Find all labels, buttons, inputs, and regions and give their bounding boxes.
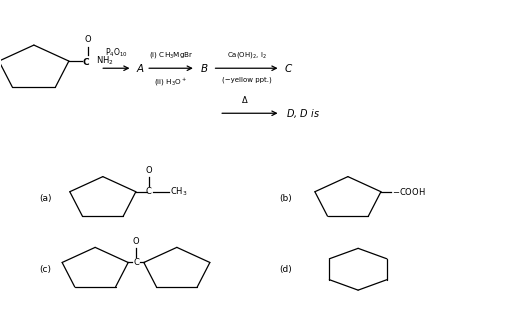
Text: (i) CH$_3$MgBr: (i) CH$_3$MgBr xyxy=(148,50,194,60)
Text: (c): (c) xyxy=(39,265,51,274)
Text: (−yellow ppt.): (−yellow ppt.) xyxy=(222,76,271,83)
Text: $A$: $A$ xyxy=(136,62,145,74)
Text: Ca(OH)$_2$, I$_2$: Ca(OH)$_2$, I$_2$ xyxy=(226,50,267,60)
Text: C: C xyxy=(146,187,152,196)
Text: (d): (d) xyxy=(279,265,292,274)
Text: CH$_3$: CH$_3$ xyxy=(170,185,187,198)
Text: NH$_2$: NH$_2$ xyxy=(96,55,114,67)
Text: (a): (a) xyxy=(39,194,52,203)
Text: $D$, $D$ is: $D$, $D$ is xyxy=(286,107,319,120)
Text: O: O xyxy=(133,237,139,246)
Text: Δ: Δ xyxy=(242,96,248,105)
Text: (b): (b) xyxy=(279,194,292,203)
Text: $\bf{C}$: $\bf{C}$ xyxy=(82,56,90,67)
Text: $B$: $B$ xyxy=(200,62,208,74)
Text: $C$: $C$ xyxy=(284,62,293,74)
Text: $-$COOH: $-$COOH xyxy=(392,186,425,197)
Text: C: C xyxy=(133,258,139,267)
Text: (ii) H$_3$O$^+$: (ii) H$_3$O$^+$ xyxy=(154,76,188,88)
Text: P$_4$O$_{10}$: P$_4$O$_{10}$ xyxy=(105,46,128,58)
Text: O: O xyxy=(145,166,152,175)
Text: O: O xyxy=(85,35,92,44)
